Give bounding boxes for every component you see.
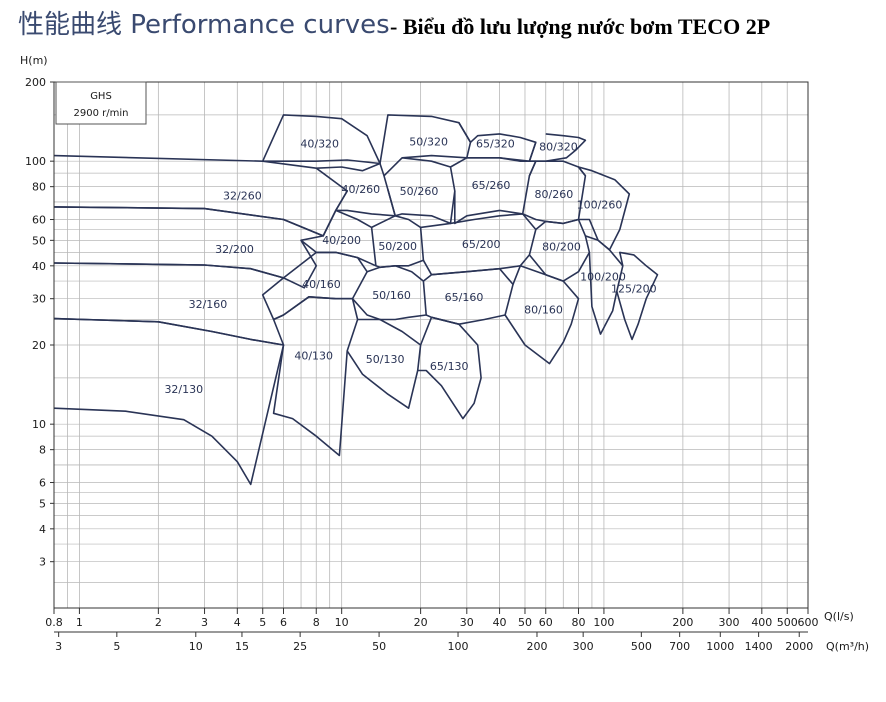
curve-80-260 [522,160,587,225]
curve-65-130 [417,316,482,420]
y-tick-label: 40 [32,260,46,273]
x-tick-label: 2 [155,616,162,629]
curve-32-260 [53,154,348,237]
x2-tick-label: 50 [372,640,386,653]
x-tick-label: 5 [259,616,266,629]
x2-tick-label: 100 [448,640,469,653]
y-tick-label: 10 [32,418,46,431]
x-tick-label: 50 [518,616,532,629]
curve-label: 32/130 [164,383,203,396]
axes: 3 4 5 6 8 10 20 30 40 50 60 80 100 200 H(m) 0.8 1 2 3 4 5 6 8 1… [20,54,869,653]
x-tick-label: 200 [672,616,693,629]
y-tick-label: 8 [39,444,46,457]
x-tick-label: 10 [335,616,349,629]
curves: 32/130 32/160 32/200 32/260 40/320 40/260 40/2… [53,114,659,486]
x2-tick-label: 5 [113,640,120,653]
y-tick-label: 200 [25,76,46,89]
y-tick-label: 60 [32,214,46,227]
curve-label: 40/130 [294,350,333,363]
curve-label: 40/260 [341,183,380,196]
x2-tick-label: 700 [669,640,690,653]
y-tick-label: 30 [32,293,46,306]
curve-label: 125/200 [611,283,657,296]
x-tick-label: 8 [313,616,320,629]
legend-box: GHS 2900 r/min [55,81,147,125]
curve-label: 32/200 [215,243,254,256]
y-tick-label: 6 [39,477,46,490]
x-tick-label: 0.8 [45,616,63,629]
legend-speed: 2900 r/min [74,108,129,119]
x2-tick-label: 300 [573,640,594,653]
y-tick-label: 80 [32,181,46,194]
curve-label: 50/260 [400,185,439,198]
curve-label: 80/260 [535,188,574,201]
x2-tick-label: 500 [631,640,652,653]
curve-40-320 [261,114,381,165]
curve-50-260 [383,157,456,225]
y-axis-label: H(m) [20,54,48,67]
x-tick-label: 3 [201,616,208,629]
curve-label: 32/160 [189,298,228,311]
x-tick-label: 20 [414,616,428,629]
curve-label: 80/200 [542,240,581,253]
x-tick-label: 60 [539,616,553,629]
x-tick-label: 400 [751,616,772,629]
curve-label: 65/130 [430,360,469,373]
x2-axis-label: Q(m³/h) [826,640,869,653]
x-tick-label: 100 [593,616,614,629]
x-tick-label: 4 [234,616,241,629]
curve-label: 100/200 [580,270,626,283]
x-tick-label: 500 [777,616,798,629]
curve-label: 40/160 [302,278,341,291]
y-tick-label: 4 [39,523,46,536]
y-tick-label: 100 [25,155,46,168]
x-tick-label: 1 [76,616,83,629]
curve-label: 40/320 [300,138,339,151]
y-tick-label: 3 [39,556,46,569]
curve-label: 65/160 [445,291,484,304]
y-tick-label: 20 [32,339,46,352]
x-tick-label: 30 [460,616,474,629]
x-tick-label: 600 [798,616,819,629]
y-tick-label: 5 [39,497,46,510]
curve-125-200 [616,251,659,341]
curve-label: 100/260 [577,199,623,212]
x-tick-label: 300 [719,616,740,629]
curve-label: 50/130 [366,353,405,366]
curve-label: 40/200 [322,234,361,247]
x-tick-label: 6 [280,616,287,629]
curve-label: 32/260 [223,189,262,202]
x-tick-label: 80 [572,616,586,629]
chart-subtitle: - Biểu đồ lưu lượng nước bơm TECO 2P [390,14,771,39]
x2-tick-label: 200 [526,640,547,653]
curve-label: 65/200 [462,238,501,251]
x2-tick-label: 3 [55,640,62,653]
curve-label: 80/160 [524,303,563,316]
curve-32-160 [53,262,285,346]
legend-model: GHS [90,91,112,102]
x2-tick-label: 15 [235,640,249,653]
x-axis-label: Q(l/s) [824,610,854,623]
curve-40-130 [272,296,359,457]
curve-label: 50/160 [372,289,411,302]
x2-tick-label: 25 [293,640,307,653]
chart-title: 性能曲线 Performance curves [18,10,390,40]
curve-50-130 [346,318,422,409]
curve-label: 65/320 [476,137,515,150]
curve-label: 65/260 [472,179,511,192]
curve-label: 80/320 [539,141,578,154]
x2-tick-label: 1000 [706,640,734,653]
curve-80-320 [528,133,587,162]
curve-100-260 [577,166,631,251]
curve-80-160 [504,265,580,365]
x-tick-label: 40 [493,616,507,629]
y-tick-label: 50 [32,234,46,247]
curve-label: 50/320 [409,135,448,148]
x2-tick-label: 10 [189,640,203,653]
curve-label: 50/200 [378,240,417,253]
x2-tick-label: 2000 [785,640,813,653]
x2-tick-label: 1400 [745,640,773,653]
curve-32-130 [53,317,285,486]
